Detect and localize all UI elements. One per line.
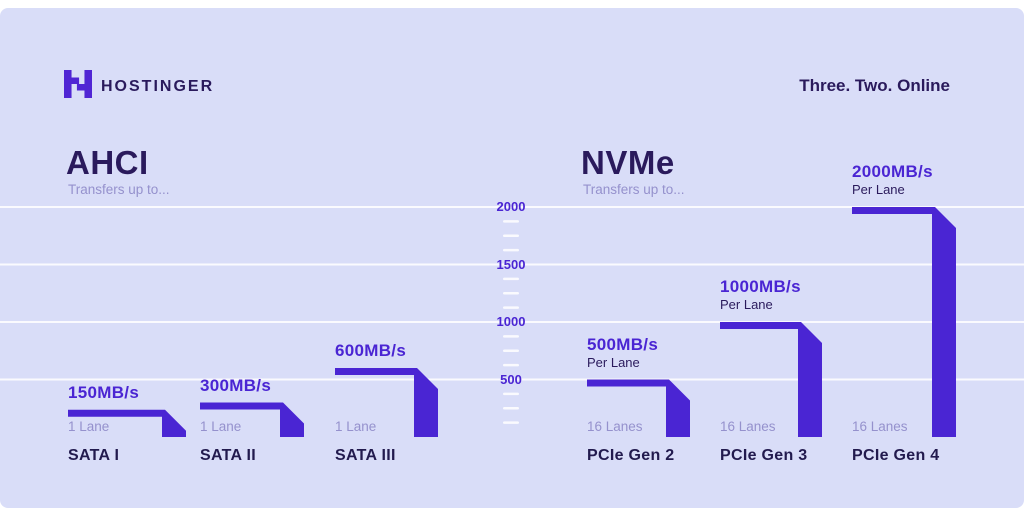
bar-perlane-label: Per Lane	[852, 182, 905, 197]
bar-lanes-label: 16 Lanes	[587, 419, 643, 434]
bar-value-label: 2000MB/s	[852, 162, 933, 181]
bar-value-label: 600MB/s	[335, 341, 407, 360]
bar-value-label: 500MB/s	[587, 334, 659, 354]
section-title-nvme: NVMe	[581, 144, 675, 181]
brand-tagline: Three. Two. Online	[799, 76, 950, 95]
bar-shape-pcie-gen-2	[587, 379, 690, 437]
bar-shape-pcie-gen-4	[852, 207, 956, 437]
axis-tick-label: 1500	[496, 256, 526, 272]
axis-tick-dash	[503, 220, 519, 223]
bar-lanes-label: 1 Lane	[200, 419, 242, 434]
axis-tick-label: 2000	[496, 199, 526, 214]
axis-tick-dash	[503, 306, 519, 309]
bar-lanes-label: 1 Lane	[68, 419, 110, 434]
axis-tick-label: 1000	[496, 314, 526, 329]
bar-category-label: PCIe Gen 2	[587, 447, 675, 464]
bar-value-label: 150MB/s	[68, 382, 140, 402]
bar-lanes-label: 16 Lanes	[852, 419, 908, 434]
brand-name: HOSTINGER	[101, 78, 215, 95]
bar-category-label: PCIe Gen 4	[852, 447, 940, 464]
bar-value-label: 300MB/s	[200, 375, 272, 395]
bar-lanes-label: 16 Lanes	[720, 419, 776, 434]
axis-tick-dash	[503, 234, 519, 237]
bar-category-label: PCIe Gen 3	[720, 447, 808, 464]
bar-category-label: SATA II	[200, 447, 257, 464]
axis-tick-dash	[503, 292, 519, 295]
bar-category-label: SATA I	[68, 447, 120, 464]
bar-category-label: SATA III	[335, 447, 396, 464]
axis-tick-dash	[503, 335, 519, 338]
hostinger-logo-icon	[64, 70, 92, 98]
axis-tick-label: 500	[500, 371, 522, 387]
axis-tick-dash	[503, 421, 519, 424]
axis-tick-dash	[503, 392, 519, 396]
axis-tick-dash	[503, 407, 519, 410]
bar-shape-pcie-gen-3	[720, 322, 822, 437]
axis-tick-dash	[503, 248, 519, 252]
axis-tick-dash	[503, 277, 519, 281]
bar-shape-sata-ii	[200, 402, 304, 437]
bar-shape-sata-i	[68, 409, 186, 437]
axis-tick-dash	[503, 363, 519, 367]
section-subtitle-ahci: Transfers up to...	[68, 182, 170, 197]
bar-perlane-label: Per Lane	[720, 297, 773, 312]
section-title-ahci: AHCI	[66, 144, 149, 181]
section-subtitle-nvme: Transfers up to...	[583, 182, 685, 197]
bar-value-label: 1000MB/s	[720, 277, 801, 296]
bar-perlane-label: Per Lane	[587, 354, 640, 370]
axis-tick-dash	[503, 349, 519, 352]
bar-lanes-label: 1 Lane	[335, 419, 377, 434]
bar-shape-sata-iii	[335, 368, 438, 437]
